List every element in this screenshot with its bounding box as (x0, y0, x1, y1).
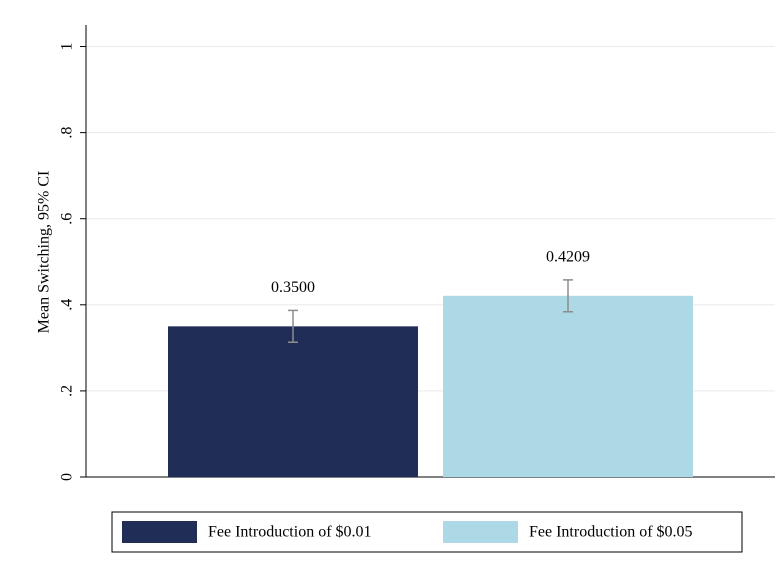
y-tick-label: 1 (59, 43, 76, 51)
legend-box (111, 511, 743, 553)
legend-label: Fee Introduction of $0.05 (529, 524, 693, 541)
y-tick-label: .6 (59, 213, 76, 225)
legend-swatch (443, 521, 518, 543)
y-tick-label: 0 (59, 473, 76, 481)
y-tick-label: .8 (59, 127, 76, 139)
value-label: 0.4209 (546, 249, 590, 266)
bar (168, 326, 418, 477)
legend-label: Fee Introduction of $0.01 (208, 524, 372, 541)
bar (443, 295, 693, 477)
y-tick-label: .2 (59, 385, 76, 397)
value-label: 0.3500 (271, 279, 315, 296)
legend-swatch (122, 521, 197, 543)
y-tick-label: .4 (59, 299, 76, 311)
y-axis-label: Mean Switching, 95% CI (36, 171, 53, 334)
